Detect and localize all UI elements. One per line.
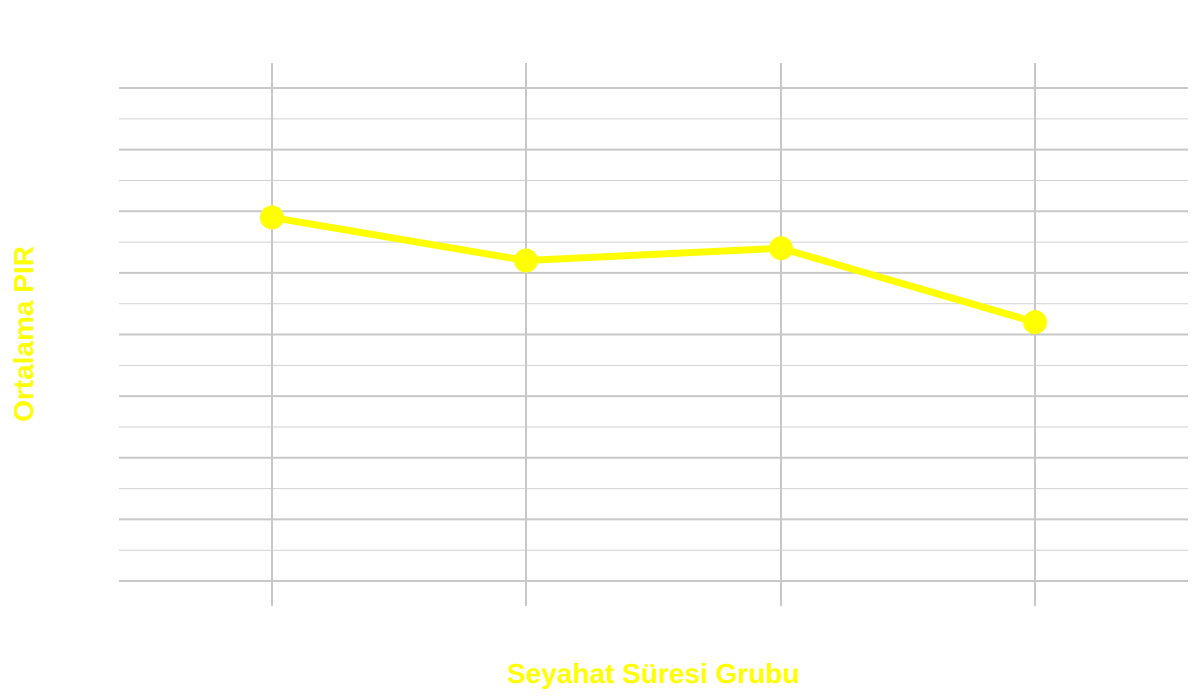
data-point xyxy=(769,236,793,261)
vertical-gridlines xyxy=(271,63,1036,606)
data-point xyxy=(1023,310,1047,335)
data-point xyxy=(514,248,538,273)
horizontal-gridlines xyxy=(119,87,1188,582)
series-layer xyxy=(260,205,1047,335)
series-line xyxy=(268,213,1039,326)
x-axis-title: Seyahat Süresi Grubu xyxy=(507,658,800,689)
data-point xyxy=(260,205,284,230)
y-axis-title: Ortalama PIR xyxy=(8,246,39,422)
